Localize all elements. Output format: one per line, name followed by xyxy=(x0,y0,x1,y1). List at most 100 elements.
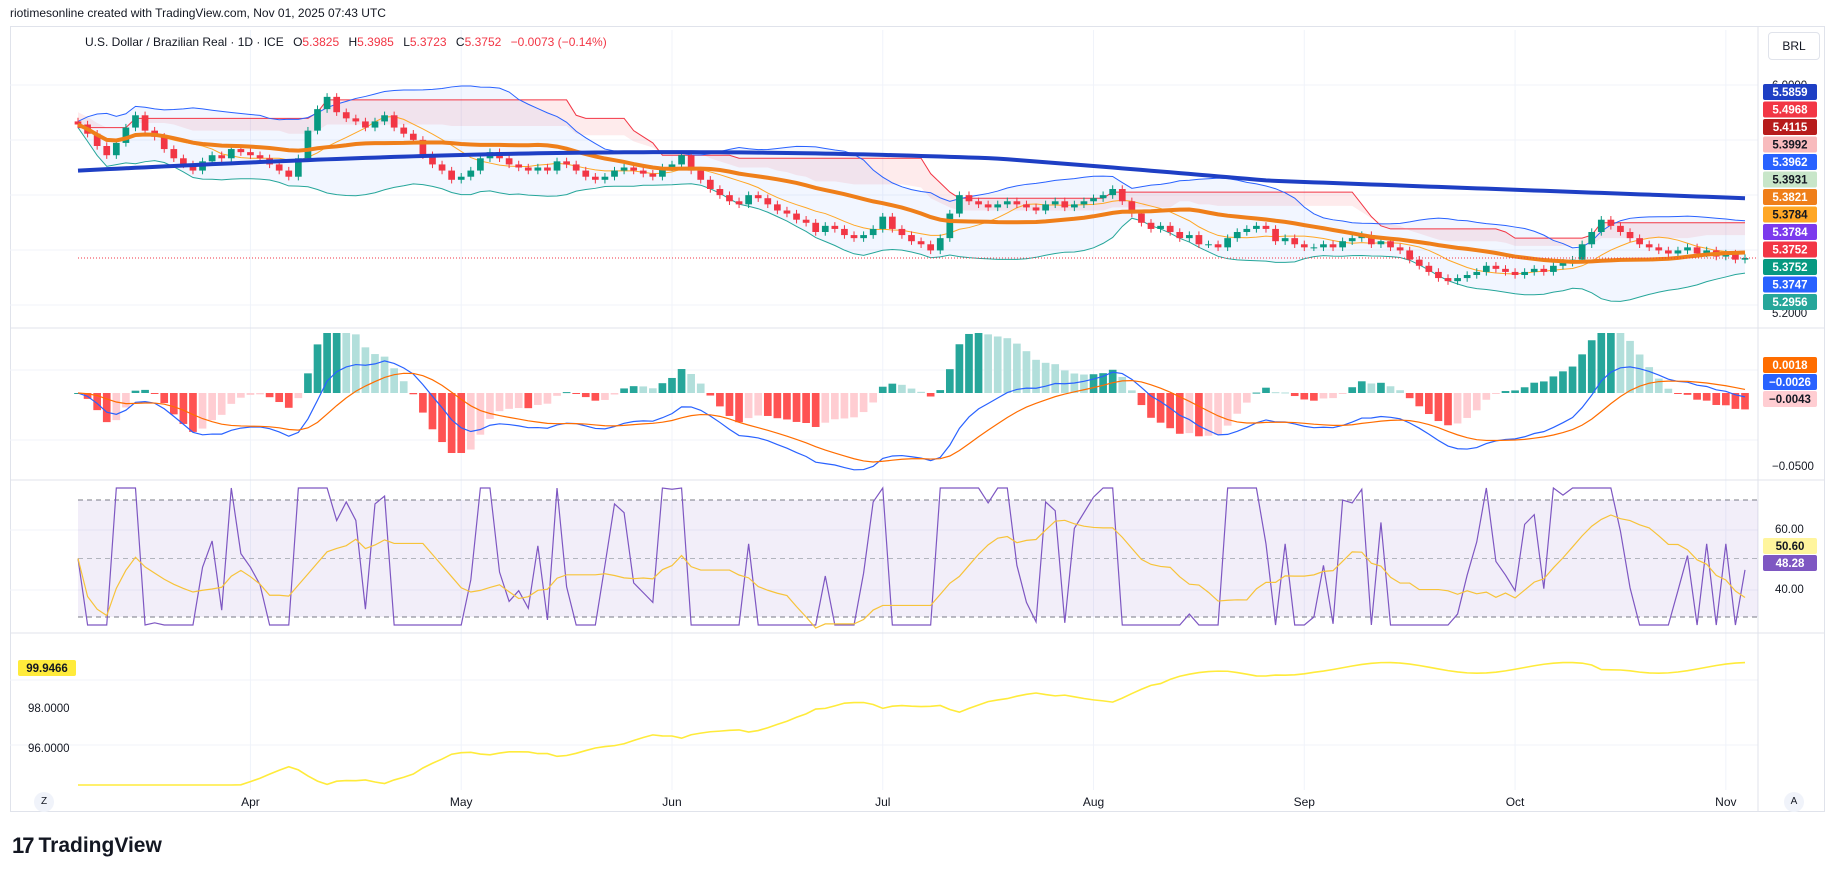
dxy-tag-bg xyxy=(18,660,76,676)
price-tag-bg xyxy=(1763,119,1817,135)
candle-body xyxy=(1224,238,1232,248)
macd-histogram-bar xyxy=(256,393,264,395)
macd-histogram-bar xyxy=(332,333,341,393)
low-label: L xyxy=(403,35,410,49)
macd-histogram-bar xyxy=(601,393,609,400)
candle-body xyxy=(1176,232,1184,239)
macd-histogram-bar xyxy=(1501,391,1510,393)
macd-histogram-bar xyxy=(1405,393,1414,399)
macd-histogram-bar xyxy=(821,393,830,423)
price-tag-label: 5.3752 xyxy=(1772,245,1807,257)
macd-histogram-bar xyxy=(696,383,705,393)
candle-body xyxy=(323,96,331,110)
macd-histogram-bar xyxy=(754,393,763,416)
macd-histogram-bar xyxy=(763,393,772,416)
macd-line xyxy=(77,360,1746,471)
candle-body xyxy=(1732,253,1739,260)
macd-histogram-bar xyxy=(1137,393,1146,406)
pane-dividers xyxy=(10,26,1825,812)
macd-histogram-bar xyxy=(1530,382,1539,393)
candle-body xyxy=(180,158,187,165)
candle-body xyxy=(639,170,647,174)
candle-body xyxy=(659,167,666,177)
macd-histogram-bar xyxy=(1348,387,1357,393)
candle-body xyxy=(218,155,226,159)
candle-body xyxy=(1645,244,1653,248)
auto-scale-button[interactable]: A xyxy=(1784,792,1804,812)
macd-histogram-bar xyxy=(716,393,724,407)
price-tick-label: 5.2000 xyxy=(1772,308,1807,320)
zoom-toggle-button[interactable]: Z xyxy=(34,792,54,812)
macd-histogram-bar xyxy=(1022,351,1031,393)
candle-body xyxy=(1329,244,1337,248)
candle-body xyxy=(237,149,245,153)
candle-body xyxy=(1463,275,1471,279)
macd-histogram-bar xyxy=(591,393,600,401)
price-tag-label: 5.3747 xyxy=(1772,280,1807,292)
macd-histogram-bar xyxy=(735,393,743,423)
candle-body xyxy=(936,238,944,251)
price-tag-bg xyxy=(1763,136,1817,153)
macd-tag-label: −0.0026 xyxy=(1769,377,1811,389)
macd-histogram-bar xyxy=(859,393,868,413)
macd-histogram-bar xyxy=(706,393,715,396)
ichimoku-cloud xyxy=(78,99,1745,246)
macd-histogram-bar xyxy=(1195,393,1203,437)
candle-body xyxy=(342,112,350,119)
candle-body xyxy=(409,133,417,140)
macd-histogram-bar xyxy=(1223,393,1232,426)
candle-body xyxy=(1655,247,1663,251)
macd-histogram-bar xyxy=(1664,388,1673,393)
candle-body xyxy=(1368,235,1375,245)
macd-histogram-bar xyxy=(869,393,878,403)
candle-body xyxy=(1023,204,1030,208)
candle-body xyxy=(1214,244,1222,248)
candle-body xyxy=(1032,207,1040,211)
candle-body xyxy=(572,164,580,171)
candle-body xyxy=(994,204,1002,208)
currency-selector[interactable]: BRL xyxy=(1768,32,1820,60)
price-tag: 5.2956 xyxy=(1763,294,1817,310)
tradingview-logo[interactable]: 17 TradingView xyxy=(12,833,162,859)
macd-histogram-bar xyxy=(399,381,408,393)
candle-body xyxy=(477,158,484,171)
macd-histogram-bar xyxy=(1616,333,1625,393)
macd-histogram-bar xyxy=(1329,393,1337,399)
candle-body xyxy=(908,235,915,242)
candle-body xyxy=(457,176,465,180)
candle-body xyxy=(1071,204,1078,208)
macd-histogram-bar xyxy=(1156,393,1165,423)
macd-tag-bg xyxy=(1763,391,1817,407)
macd-histogram-bar xyxy=(1635,354,1644,393)
price-tag: 5.3821 xyxy=(1763,189,1817,205)
macd-histogram-bar xyxy=(1041,362,1050,393)
candle-body xyxy=(1521,271,1529,275)
candle-body xyxy=(1080,201,1088,205)
candle-body xyxy=(1607,219,1615,226)
macd-histogram-bar xyxy=(1290,393,1299,397)
macd-histogram-bar xyxy=(1654,378,1663,393)
macd-histogram-bar xyxy=(917,391,925,393)
candle-body xyxy=(821,225,829,232)
close-value: 5.3752 xyxy=(464,35,502,49)
candle-body xyxy=(1435,271,1442,279)
macd-histogram-bar xyxy=(1559,371,1567,393)
macd-histogram-bar xyxy=(1242,393,1251,403)
macd-tag: 0.0018 xyxy=(1763,357,1817,373)
open-value: 5.3825 xyxy=(302,35,340,49)
price-tag: 5.5859 xyxy=(1763,84,1817,100)
candle-body xyxy=(1166,225,1174,232)
high-label: H xyxy=(348,35,358,49)
macd-histogram-bar xyxy=(945,369,954,393)
candle-body xyxy=(1310,247,1318,249)
macd-histogram-bar xyxy=(246,393,255,395)
price-tag: 5.3752 xyxy=(1763,259,1817,275)
macd-histogram-bar xyxy=(744,393,753,419)
tradingview-logo-icon: 17 xyxy=(12,833,35,858)
macd-histogram-bar xyxy=(122,393,130,408)
candle-body xyxy=(285,170,293,177)
candle-body xyxy=(1272,228,1279,242)
macd-histogram-bar xyxy=(1712,393,1721,405)
macd-histogram-bar xyxy=(361,347,370,393)
